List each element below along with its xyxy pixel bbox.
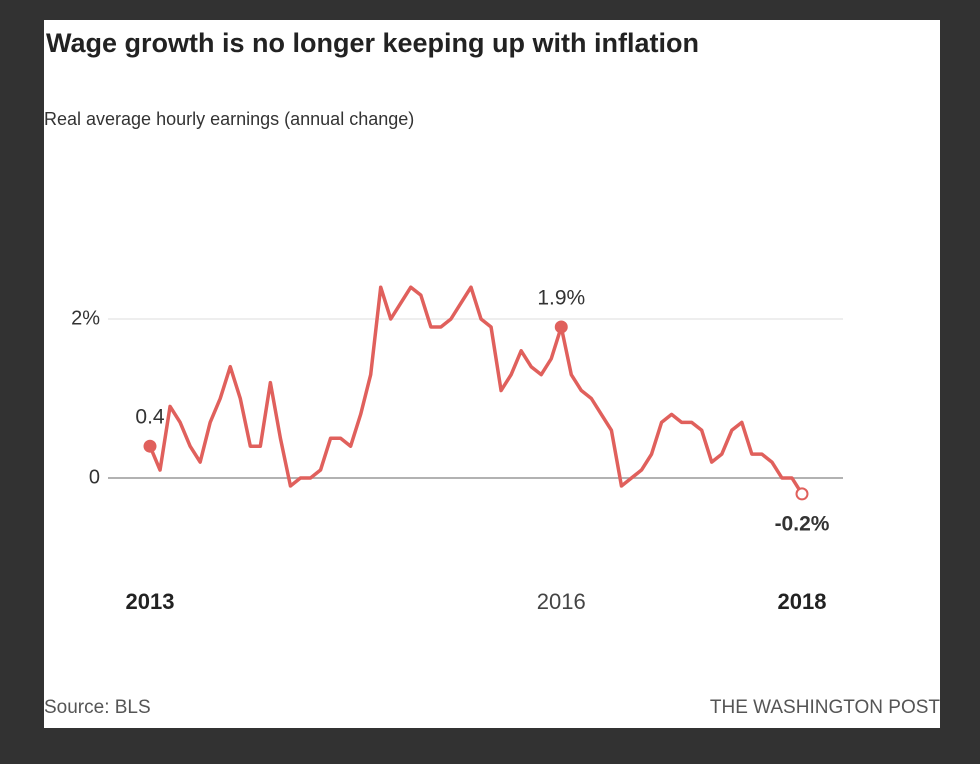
x-tick-label: 2016 (537, 589, 586, 614)
data-label: 1.9% (537, 286, 585, 309)
data-label: -0.2% (775, 512, 830, 535)
data-line (148, 285, 804, 495)
x-tick-label: 2018 (778, 589, 827, 614)
chart-title: Wage growth is no longer keeping up with… (46, 28, 699, 58)
chart-subtitle: Real average hourly earnings (annual cha… (44, 109, 415, 129)
point-marker (795, 487, 809, 501)
y-tick-label: 2% (71, 307, 100, 329)
data-label: 0.4 (135, 406, 165, 429)
point-marker (554, 320, 568, 334)
source: Source: BLS (44, 697, 151, 718)
x-tick-label: 2013 (126, 589, 175, 614)
credit: THE WASHINGTON POST (709, 697, 940, 718)
y-tick-label: 0 (89, 466, 100, 488)
point-marker (143, 439, 157, 453)
chart-panel: Wage growth is no longer keeping up with… (44, 20, 940, 728)
